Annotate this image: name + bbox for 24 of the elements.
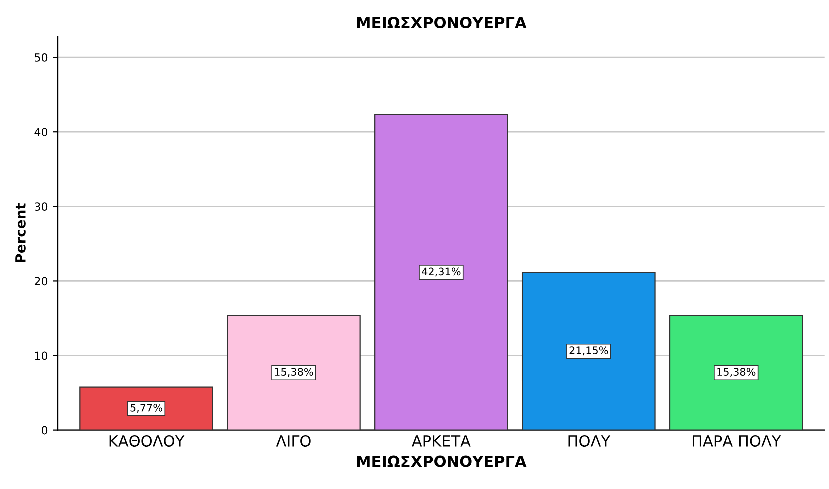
x-tick-label: ΠΟΛΥ [568, 435, 611, 448]
bar [227, 315, 361, 430]
y-axis-title: Percent [16, 204, 26, 263]
data-label: 5,77% [130, 404, 162, 413]
data-label: 15,38% [718, 368, 756, 378]
y-tick-label: 10 [35, 352, 48, 360]
chart-title: ΜΕΙΩΣΧΡΟΝΟΥΕΡΓΑ [357, 17, 527, 29]
bar [522, 272, 656, 430]
y-tick-label: 20 [34, 277, 48, 286]
x-axis-title: ΜΕΙΩΣΧΡΟΝΟΥΕΡΓΑ [357, 456, 527, 468]
x-tick-label: ΛΙΓΟ [276, 435, 311, 448]
data-label: 42,31% [422, 268, 461, 277]
bar [80, 386, 214, 430]
y-tick-label: 30 [35, 202, 48, 212]
x-tick-label: ΚΑΘΟΛΟΥ [110, 435, 185, 448]
y-tick-label: 50 [35, 54, 48, 62]
y-tick-label: 40 [34, 128, 48, 136]
data-label: 21,15% [570, 346, 608, 356]
y-tick-label: 0 [42, 426, 48, 435]
bar [374, 114, 508, 430]
data-label: 15,38% [275, 368, 314, 378]
x-tick-label: ΠΑΡΑ ΠΟΛΥ [692, 435, 782, 448]
x-tick-label: ΑΡΚΕΤΑ [412, 436, 471, 447]
bar [669, 315, 804, 430]
